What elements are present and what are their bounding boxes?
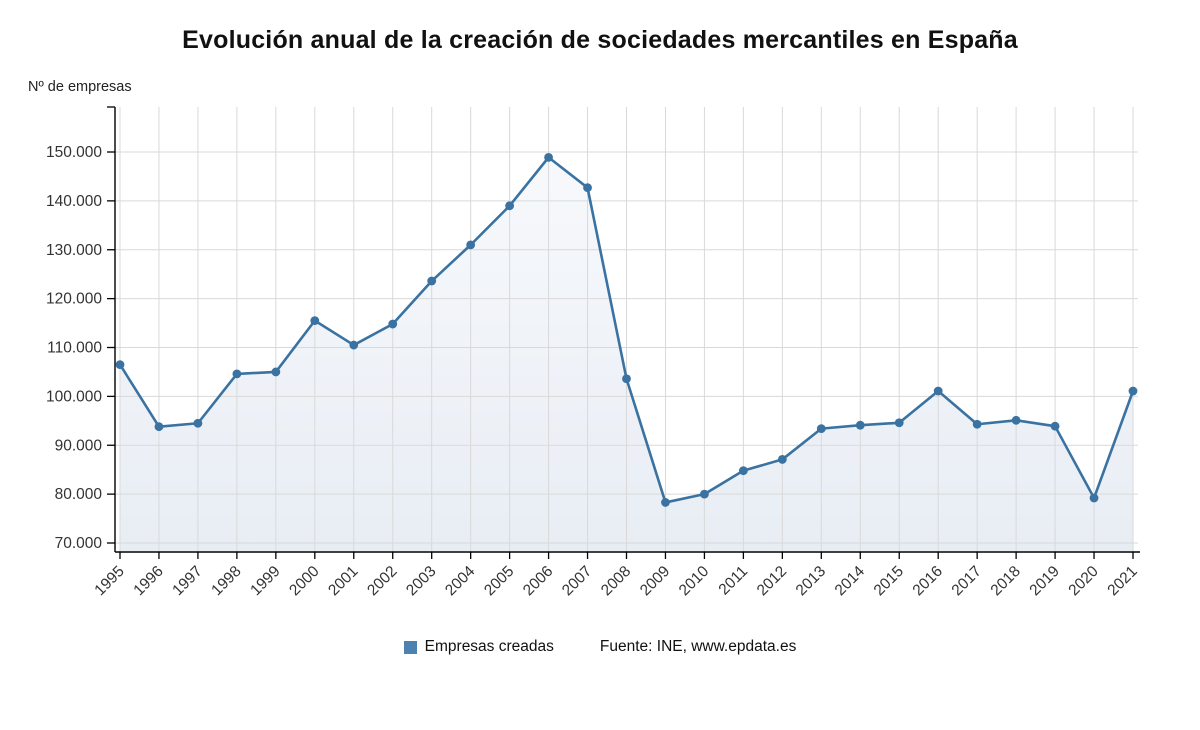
data-point [115, 360, 125, 370]
x-tick-label: 2009 [637, 563, 673, 599]
data-point [466, 240, 476, 250]
x-tick-label: 2011 [716, 563, 752, 599]
x-tick-label: 1995 [91, 563, 127, 599]
y-tick-label: 90.000 [55, 437, 103, 454]
data-point [661, 498, 670, 507]
y-tick-label: 110.000 [47, 340, 102, 357]
y-tick-label: 140.000 [46, 193, 102, 210]
x-tick-label: 2007 [559, 563, 595, 599]
data-point [544, 152, 553, 162]
data-point [855, 420, 865, 430]
x-tick-label: 2004 [442, 563, 479, 600]
data-point [193, 418, 203, 428]
data-point [894, 418, 904, 428]
x-tick-label: 2012 [754, 563, 790, 599]
data-point [583, 183, 592, 193]
y-tick-label: 130.000 [46, 242, 102, 259]
y-tick-label: 70.000 [55, 535, 103, 552]
data-point [816, 424, 826, 434]
data-point [388, 319, 398, 329]
x-tick-label: 2008 [598, 563, 634, 599]
chart-title: Evolución anual de la creación de socied… [182, 26, 1018, 54]
data-point [777, 455, 787, 464]
data-point [738, 466, 748, 476]
y-tick-label: 80.000 [55, 486, 103, 503]
x-tick-label: 2005 [481, 563, 517, 599]
data-point [1050, 421, 1060, 431]
x-tick-label: 2010 [676, 563, 713, 600]
data-point [349, 340, 359, 350]
x-tick-label: 2017 [949, 563, 985, 599]
area-fill [120, 157, 1133, 551]
y-axis-title: Nº de empresas [28, 79, 132, 95]
x-tick-label: 1997 [169, 563, 205, 599]
y-tick-label: 120.000 [46, 291, 102, 308]
x-tick-label: 1999 [247, 563, 283, 599]
x-tick-label: 2016 [910, 563, 946, 599]
line-chart: 70.000 80.000 90.000 100.000 110.000 120.000 1… [46, 106, 1141, 600]
x-tick-label: 2015 [871, 563, 907, 599]
x-tick-label: 2013 [793, 563, 829, 599]
data-point [1011, 415, 1021, 425]
data-point [271, 367, 281, 377]
x-tick-label: 1996 [130, 563, 166, 599]
x-tick-label: 2019 [1027, 563, 1063, 599]
legend-label: Empresas creadas [424, 638, 554, 655]
legend-row: Empresas creadas Fuente: INE, www.epdata… [0, 638, 1200, 656]
data-point [972, 419, 982, 429]
y-tick-label: 100.000 [46, 388, 102, 405]
x-tick-label: 2020 [1065, 563, 1102, 600]
x-tick-label: 2001 [325, 563, 361, 599]
data-point [1089, 493, 1099, 503]
data-point [505, 201, 515, 211]
x-tick-label: 1998 [208, 563, 244, 599]
data-point [310, 316, 320, 326]
data-point [232, 369, 242, 379]
y-tick-label: 150.000 [46, 144, 102, 161]
x-tick-label: 2006 [520, 563, 556, 599]
data-point [933, 386, 943, 396]
x-tick-label: 2021 [1104, 563, 1140, 599]
data-point [1128, 386, 1138, 396]
data-point [700, 489, 709, 499]
data-point [622, 374, 631, 384]
x-tick-label: 2014 [832, 563, 869, 600]
x-tick-label: 2002 [364, 563, 400, 599]
x-tick-label: 2003 [403, 563, 439, 599]
legend-item-empresas-creadas: Empresas creadas [403, 638, 554, 656]
legend-swatch-icon [403, 640, 417, 654]
data-point [154, 422, 164, 432]
source-text: Fuente: INE, www.epdata.es [599, 638, 797, 655]
data-point [427, 276, 437, 286]
x-tick-label: 2018 [988, 563, 1024, 599]
x-tick-label: 2000 [286, 563, 323, 600]
